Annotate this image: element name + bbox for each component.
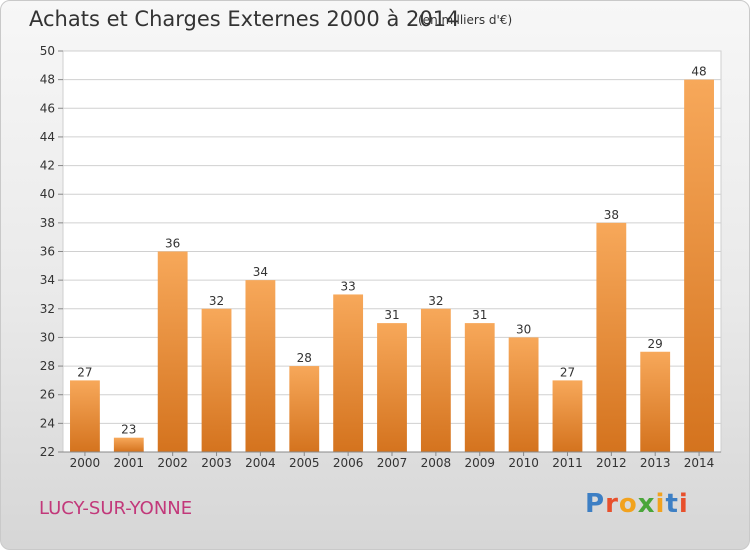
bar bbox=[596, 222, 627, 452]
bar bbox=[70, 380, 100, 452]
logo-letter: r bbox=[605, 489, 619, 519]
x-tick-label: 2008 bbox=[421, 456, 452, 470]
y-tick-label: 22 bbox=[40, 445, 55, 459]
bar bbox=[640, 351, 671, 452]
y-tick-label: 38 bbox=[40, 216, 55, 230]
y-tick-label: 44 bbox=[40, 130, 55, 144]
logo-letter: o bbox=[618, 489, 638, 519]
x-axis: 2000 2001 2002 2003 2004 2005 2006 2007 2008 2009… bbox=[63, 451, 721, 470]
y-tick-label: 28 bbox=[40, 359, 55, 373]
x-tick-label: 2012 bbox=[596, 456, 627, 470]
x-tick-label: 2009 bbox=[464, 456, 495, 470]
x-tick-label: 2002 bbox=[157, 456, 188, 470]
data-label: 31 bbox=[384, 308, 399, 322]
bar bbox=[113, 437, 144, 452]
y-tick-label: 50 bbox=[40, 44, 55, 58]
x-tick-label: 2004 bbox=[245, 456, 276, 470]
logo-letter: i bbox=[655, 489, 666, 519]
x-tick-label: 2005 bbox=[289, 456, 320, 470]
y-tick-label: 30 bbox=[40, 330, 55, 344]
logo-letter: P bbox=[585, 489, 606, 519]
y-tick-label: 40 bbox=[40, 187, 55, 201]
bar bbox=[552, 380, 583, 452]
bar bbox=[508, 337, 539, 452]
bar bbox=[333, 294, 364, 452]
y-tick-label: 46 bbox=[40, 101, 55, 115]
y-axis: 22 24 26 28 30 32 34 36 38 40 42 44 46 48 50 bbox=[40, 44, 63, 459]
data-label: 29 bbox=[648, 337, 663, 351]
data-label: 30 bbox=[516, 322, 531, 336]
y-tick-label: 42 bbox=[40, 159, 55, 173]
x-tick-label: 2006 bbox=[333, 456, 364, 470]
data-label: 23 bbox=[121, 423, 136, 437]
bar bbox=[464, 323, 495, 452]
chart-title: Achats et Charges Externes 2000 à 2014 bbox=[29, 7, 460, 31]
data-label: 27 bbox=[560, 365, 575, 379]
logo-letter: i bbox=[678, 489, 689, 519]
y-tick-label: 26 bbox=[40, 388, 55, 402]
y-tick-label: 34 bbox=[40, 273, 55, 287]
data-label: 33 bbox=[340, 279, 355, 293]
y-tick-label: 24 bbox=[40, 416, 55, 430]
logo-letter: t bbox=[665, 489, 679, 519]
x-tick-label: 2003 bbox=[201, 456, 232, 470]
data-label: 48 bbox=[691, 65, 706, 79]
data-label: 28 bbox=[297, 351, 312, 365]
chart-subtitle: (en milliers d'€) bbox=[418, 13, 513, 27]
data-label: 36 bbox=[165, 237, 180, 251]
logo-letter: x bbox=[637, 489, 656, 519]
x-tick-label: 2001 bbox=[114, 456, 145, 470]
bar bbox=[684, 79, 714, 453]
bar bbox=[245, 280, 276, 452]
data-label: 38 bbox=[604, 208, 619, 222]
data-label: 31 bbox=[472, 308, 487, 322]
x-tick-label: 2000 bbox=[70, 456, 101, 470]
bar bbox=[201, 308, 232, 452]
bar bbox=[289, 366, 320, 452]
proxiti-logo[interactable]: Proxiti bbox=[585, 489, 689, 519]
y-tick-label: 36 bbox=[40, 245, 55, 259]
location-name: LUCY-SUR-YONNE bbox=[39, 498, 193, 519]
x-tick-label: 2010 bbox=[508, 456, 539, 470]
x-tick-label: 2011 bbox=[552, 456, 583, 470]
data-label: 27 bbox=[77, 365, 92, 379]
x-tick-label: 2014 bbox=[684, 456, 715, 470]
bar bbox=[157, 251, 188, 452]
bars: 27 23 36 32 34 28 33 31 32 31 30 27 38 29 48 bbox=[70, 65, 714, 453]
x-tick-label: 2013 bbox=[640, 456, 671, 470]
data-label: 32 bbox=[428, 294, 443, 308]
y-tick-label: 48 bbox=[40, 73, 55, 87]
data-label: 34 bbox=[253, 265, 268, 279]
y-tick-label: 32 bbox=[40, 302, 55, 316]
data-label: 32 bbox=[209, 294, 224, 308]
bar bbox=[377, 323, 407, 452]
bar bbox=[420, 308, 451, 452]
x-tick-label: 2007 bbox=[377, 456, 408, 470]
